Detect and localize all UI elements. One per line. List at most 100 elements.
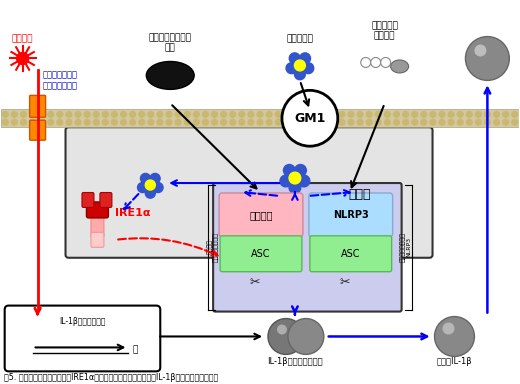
Circle shape [84, 119, 90, 125]
Circle shape [512, 111, 517, 117]
Text: 核: 核 [133, 345, 138, 354]
Circle shape [94, 119, 99, 125]
Text: ASC: ASC [251, 249, 271, 259]
Circle shape [275, 119, 281, 125]
Text: IRE1α: IRE1α [115, 208, 151, 218]
Circle shape [381, 58, 391, 68]
Circle shape [148, 119, 154, 125]
Circle shape [140, 174, 150, 184]
Circle shape [11, 119, 17, 125]
Circle shape [280, 175, 292, 187]
Circle shape [289, 182, 301, 194]
Circle shape [493, 111, 499, 117]
Circle shape [121, 111, 126, 117]
Circle shape [371, 58, 381, 68]
Circle shape [430, 119, 436, 125]
Circle shape [512, 119, 517, 125]
Circle shape [220, 119, 227, 125]
Circle shape [286, 63, 297, 74]
Circle shape [3, 111, 8, 117]
Text: IL-1β前駆体遺伝子: IL-1β前駆体遺伝子 [59, 317, 106, 326]
Circle shape [21, 119, 27, 125]
Bar [1, 109, 519, 127]
FancyBboxPatch shape [5, 306, 160, 371]
Circle shape [288, 319, 324, 354]
Circle shape [157, 119, 163, 125]
Circle shape [139, 119, 145, 125]
Circle shape [294, 60, 305, 71]
FancyBboxPatch shape [309, 193, 393, 237]
Circle shape [230, 111, 236, 117]
Circle shape [485, 119, 490, 125]
Circle shape [289, 172, 301, 184]
Text: パイリン: パイリン [249, 210, 273, 220]
Circle shape [121, 119, 126, 125]
Circle shape [311, 111, 318, 117]
Circle shape [474, 45, 486, 56]
Circle shape [130, 111, 136, 117]
Circle shape [266, 119, 272, 125]
Circle shape [153, 182, 163, 192]
Circle shape [375, 119, 381, 125]
Circle shape [150, 174, 160, 184]
Circle shape [39, 111, 45, 117]
FancyBboxPatch shape [213, 183, 401, 311]
Text: マウス腹腔常在
マクロファージ: マウス腹腔常在 マクロファージ [43, 71, 78, 90]
Text: 活性型IL-1β: 活性型IL-1β [437, 357, 472, 366]
Circle shape [283, 164, 295, 176]
Circle shape [268, 319, 304, 354]
Circle shape [330, 119, 335, 125]
Circle shape [175, 111, 181, 117]
Circle shape [112, 119, 118, 125]
FancyBboxPatch shape [82, 192, 94, 207]
Circle shape [112, 111, 118, 117]
Circle shape [66, 119, 72, 125]
Circle shape [412, 119, 418, 125]
Circle shape [248, 111, 254, 117]
Circle shape [212, 111, 217, 117]
Circle shape [412, 111, 418, 117]
FancyBboxPatch shape [91, 214, 104, 237]
Ellipse shape [391, 60, 409, 73]
Circle shape [239, 119, 245, 125]
Circle shape [475, 119, 481, 125]
Circle shape [102, 111, 108, 117]
Circle shape [357, 119, 363, 125]
Circle shape [3, 119, 8, 125]
Circle shape [384, 119, 390, 125]
Circle shape [430, 111, 436, 117]
Circle shape [30, 119, 35, 125]
Circle shape [157, 111, 163, 117]
Circle shape [48, 119, 54, 125]
Circle shape [300, 53, 310, 64]
FancyBboxPatch shape [66, 127, 433, 258]
Circle shape [466, 111, 472, 117]
Circle shape [439, 119, 445, 125]
Circle shape [30, 111, 35, 117]
Circle shape [166, 111, 172, 117]
Circle shape [212, 119, 217, 125]
Circle shape [448, 119, 454, 125]
Ellipse shape [146, 61, 194, 89]
Circle shape [294, 69, 305, 80]
Circle shape [277, 324, 287, 334]
Circle shape [39, 119, 45, 125]
Text: パイリン
インフラマソーム: パイリン インフラマソーム [207, 232, 219, 262]
Circle shape [321, 111, 327, 117]
Circle shape [11, 111, 17, 117]
Circle shape [394, 119, 399, 125]
Circle shape [84, 111, 90, 117]
Text: GM1: GM1 [294, 112, 326, 125]
Circle shape [443, 323, 454, 334]
Circle shape [94, 111, 99, 117]
Circle shape [375, 111, 381, 117]
Circle shape [321, 119, 327, 125]
Circle shape [220, 111, 227, 117]
Circle shape [145, 188, 155, 198]
Circle shape [503, 111, 509, 117]
Circle shape [357, 111, 363, 117]
Circle shape [193, 111, 199, 117]
Text: クロストリジウム
毒素: クロストリジウム 毒素 [149, 33, 192, 52]
Circle shape [230, 119, 236, 125]
Circle shape [293, 111, 300, 117]
